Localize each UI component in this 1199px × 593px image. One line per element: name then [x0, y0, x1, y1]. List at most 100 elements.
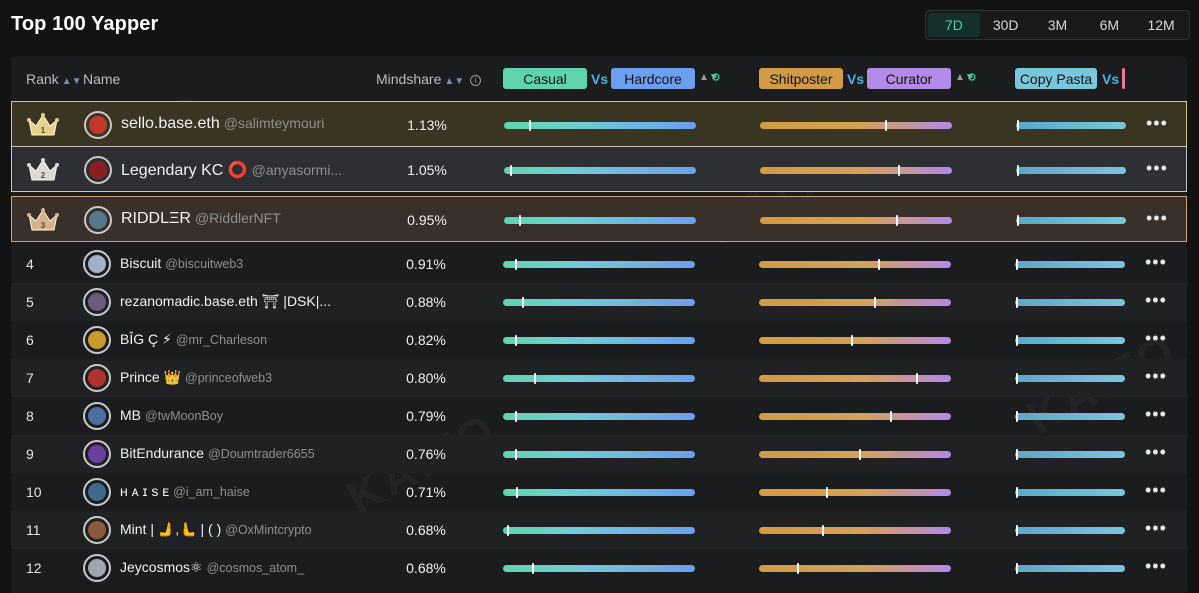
bar-marker	[885, 120, 887, 131]
sort-icon[interactable]: ▲▼	[955, 72, 975, 83]
user-name-cell[interactable]: Mint | 🫸,🫷 | ( ) @OxMintcrypto	[120, 521, 312, 538]
leaderboard-panel: KAITO KAITO KAITO KAITO Rank▲▼ Name Mind…	[11, 56, 1187, 593]
more-options-icon[interactable]: •••	[1145, 404, 1167, 424]
more-options-icon[interactable]: •••	[1145, 556, 1167, 576]
sort-icon[interactable]: ▲▼	[61, 76, 82, 87]
info-icon[interactable]: i	[470, 75, 482, 86]
table-row[interactable]: 1 sello.base.eth @salimteymouri 1.13% •••	[11, 101, 1187, 147]
more-options-icon[interactable]: •••	[1146, 208, 1168, 228]
gear-icon[interactable]: ⚙	[967, 72, 977, 84]
period-tab-3m[interactable]: 3M	[1047, 17, 1068, 33]
gear-icon[interactable]: ⚙	[711, 72, 721, 84]
avatar[interactable]	[83, 440, 111, 468]
more-options-icon[interactable]: •••	[1145, 328, 1167, 348]
mindshare-value: 0.91%	[406, 256, 446, 272]
bar-marker	[878, 259, 880, 270]
casual-hardcore-bar	[503, 449, 695, 460]
hardcore-chip: Hardcore	[611, 68, 695, 89]
shitposter-curator-bar	[760, 215, 952, 226]
vs-label: Vs	[847, 71, 865, 87]
period-tab-6m[interactable]: 6M	[1099, 17, 1120, 33]
table-row[interactable]: 10 ʜ ᴀ ɪ s ᴇ @i_am_haise 0.71% •••	[11, 473, 1187, 511]
avatar[interactable]	[84, 156, 112, 184]
table-row[interactable]: 8 MB @twMoonBoy 0.79% •••	[11, 397, 1187, 435]
mindshare-value: 0.68%	[406, 522, 446, 538]
avatar[interactable]	[83, 326, 111, 354]
rank-column-header[interactable]: Rank ▲▼	[26, 71, 82, 87]
avatar-image	[88, 255, 106, 273]
copy-pasta-bar	[1015, 525, 1125, 536]
more-options-icon[interactable]: •••	[1145, 480, 1167, 500]
table-row[interactable]: 9 BitEndurance @Doumtrader6655 0.76% •••	[11, 435, 1187, 473]
period-tab-12m[interactable]: 12M	[1147, 17, 1175, 33]
bar-marker	[507, 525, 509, 536]
table-row[interactable]: 3 RIDDLΞR @RiddlerNFT 0.95% •••	[11, 196, 1187, 242]
more-options-icon[interactable]: •••	[1145, 252, 1167, 272]
bar-marker	[534, 373, 536, 384]
table-row[interactable]: 6 BÎG Ç ⚡ @mr_Charleson 0.82% •••	[11, 321, 1187, 359]
more-options-icon[interactable]: •••	[1146, 113, 1168, 133]
casual-hardcore-bar	[504, 215, 696, 226]
user-name-cell[interactable]: Biscuit @biscuitweb3	[120, 255, 243, 271]
period-tab-7d[interactable]: 7D	[928, 13, 980, 37]
avatar[interactable]	[83, 250, 111, 278]
avatar[interactable]	[83, 554, 111, 582]
avatar[interactable]	[83, 516, 111, 544]
shitposter-curator-bar	[759, 563, 951, 574]
table-row[interactable]: 11 Mint | 🫸,🫷 | ( ) @OxMintcrypto 0.68% •••	[11, 511, 1187, 549]
more-options-icon[interactable]: •••	[1145, 518, 1167, 538]
mindshare-value: 0.80%	[406, 370, 446, 386]
user-name-cell[interactable]: BÎG Ç ⚡ @mr_Charleson	[120, 331, 267, 348]
shitposter-curator-bar	[759, 259, 951, 270]
user-name-cell[interactable]: rezanomadic.base.eth ⛩ |DSK|...	[120, 293, 331, 310]
table-row[interactable]: 7 Prince 👑 @princeofweb3 0.80% •••	[11, 359, 1187, 397]
display-name: Mint | 🫸,🫷 | ( )	[120, 521, 222, 537]
sort-icon[interactable]: ▲▼	[699, 72, 719, 83]
avatar[interactable]	[83, 364, 111, 392]
table-row[interactable]: 12 Jeycosmos⚛ @cosmos_atom_ 0.68% •••	[11, 549, 1187, 587]
rank-number: 7	[26, 370, 34, 386]
copy-pasta-bar	[1015, 487, 1125, 498]
avatar[interactable]	[83, 288, 111, 316]
copy-pasta-bar	[1016, 215, 1126, 226]
display-name: Jeycosmos⚛	[120, 559, 203, 575]
avatar[interactable]	[84, 206, 112, 234]
avatar[interactable]	[83, 478, 111, 506]
period-tab-30d[interactable]: 30D	[992, 17, 1019, 33]
table-row[interactable]: 5 rezanomadic.base.eth ⛩ |DSK|... 0.88% •••	[11, 283, 1187, 321]
avatar[interactable]	[84, 111, 112, 139]
bar-marker	[1016, 411, 1018, 422]
display-name: sello.base.eth	[121, 115, 220, 132]
more-options-icon[interactable]: •••	[1146, 158, 1168, 178]
copy-pasta-bar	[1015, 297, 1125, 308]
sort-icon[interactable]: ▲▼	[444, 76, 465, 87]
user-name-cell[interactable]: Prince 👑 @princeofweb3	[120, 369, 272, 386]
more-options-icon[interactable]: •••	[1145, 442, 1167, 462]
user-name-cell[interactable]: sello.base.eth @salimteymouri	[121, 115, 324, 133]
bar-marker	[515, 449, 517, 460]
table-row[interactable]: 2 Legendary KC ⭕ @anyasormi... 1.05% •••	[11, 146, 1187, 192]
bar-marker	[797, 563, 799, 574]
rank-number: 6	[26, 332, 34, 348]
bar-marker	[898, 165, 900, 176]
user-name-cell[interactable]: ʜ ᴀ ɪ s ᴇ @i_am_haise	[120, 483, 250, 499]
mindshare-value: 0.88%	[406, 294, 446, 310]
avatar-image	[88, 445, 106, 463]
bar-marker	[1017, 215, 1019, 226]
user-name-cell[interactable]: MB @twMoonBoy	[120, 407, 223, 423]
user-name-cell[interactable]: Jeycosmos⚛ @cosmos_atom_	[120, 559, 304, 576]
svg-text:1: 1	[41, 126, 46, 135]
user-name-cell[interactable]: Legendary KC ⭕ @anyasormi...	[121, 160, 342, 180]
page-title: Top 100 Yapper	[11, 13, 159, 35]
avatar[interactable]	[83, 402, 111, 430]
more-options-icon[interactable]: •••	[1145, 290, 1167, 310]
copy-pasta-bar	[1016, 120, 1126, 131]
table-row[interactable]: 4 Biscuit @biscuitweb3 0.91% •••	[11, 245, 1187, 283]
mindshare-column-header[interactable]: Mindshare ▲▼ i	[376, 71, 482, 87]
user-name-cell[interactable]: BitEndurance @Doumtrader6655	[120, 445, 315, 461]
shitposter-curator-bar	[759, 411, 951, 422]
casual-hardcore-bar	[503, 373, 695, 384]
more-options-icon[interactable]: •••	[1145, 366, 1167, 386]
mindshare-value: 0.95%	[407, 212, 447, 228]
user-name-cell[interactable]: RIDDLΞR @RiddlerNFT	[121, 210, 281, 228]
